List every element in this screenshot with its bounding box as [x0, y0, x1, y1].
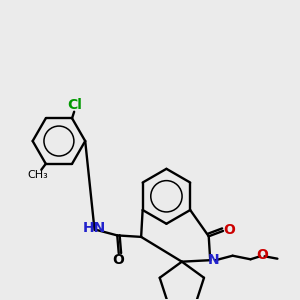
- Text: O: O: [256, 248, 268, 262]
- Text: HN: HN: [83, 220, 106, 235]
- Text: O: O: [112, 253, 124, 267]
- Text: Cl: Cl: [68, 98, 82, 112]
- Text: N: N: [208, 253, 220, 267]
- Text: CH₃: CH₃: [27, 170, 48, 180]
- Text: O: O: [224, 223, 236, 237]
